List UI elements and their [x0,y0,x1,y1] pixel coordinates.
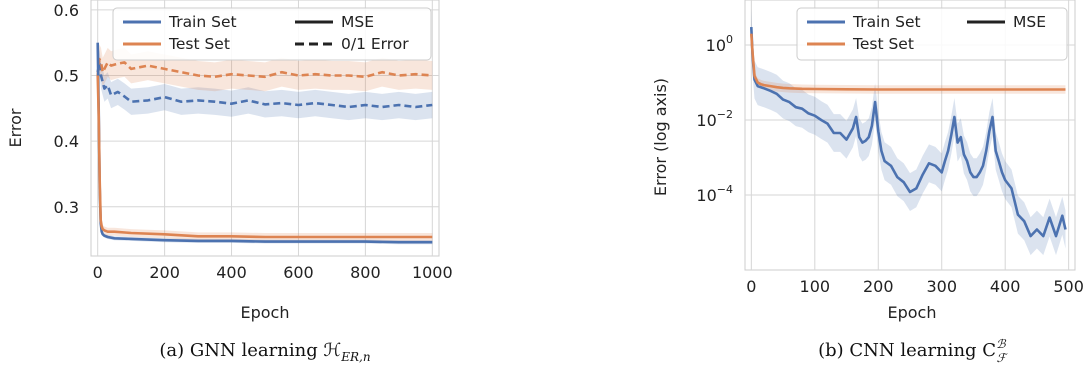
cnn-y-ticks: 100 10−2 10−4 [696,33,733,205]
y-tick-label: 10−4 [696,183,733,205]
legend-label-train-set: Train Set [168,13,237,31]
subplot-cnn: 0 100 200 300 400 500 100 10−2 10−4 Epoch Error… [651,0,1084,365]
line-test-set-0-1-error [96,57,433,79]
line-test-set-mse [96,75,433,239]
cnn-legend: Train Set MSE Test Set [796,7,1068,61]
gnn-x-axis-label: Epoch [241,303,290,322]
legend-label-mse: MSE [341,13,374,31]
x-tick-label: 0 [93,263,103,282]
cnn-x-axis-label: Epoch [888,303,937,322]
x-tick-label: 500 [1053,277,1084,296]
y-tick-label: 100 [706,33,733,55]
gnn-y-axis-label: Error [6,108,25,147]
legend-label-train-set: Train Set [852,13,921,31]
gnn-legend: Train Set MSE Test Set 0/1 Error [112,7,432,61]
y-tick-label: 10−2 [696,108,733,130]
band-test-set-0-1-error [97,44,433,92]
x-tick-label: 400 [216,263,247,282]
x-tick-label: 100 [800,277,831,296]
y-tick-label: 0.4 [54,132,79,151]
x-tick-label: 300 [926,277,957,296]
x-tick-label: 200 [863,277,894,296]
gnn-x-ticks: 0 200 400 600 800 1000 [93,263,453,282]
line-test-set-mse [750,33,1066,91]
gnn-caption: (a) GNN learning ℋER,n [159,340,370,364]
cnn-x-ticks: 0 100 200 300 400 500 [746,277,1084,296]
y-tick-label: 0.5 [54,66,79,85]
legend-label-0-1-error: 0/1 Error [341,35,409,53]
cnn-caption: (b) CNN learning Cℬ ℱ [818,337,1008,365]
legend-label-test-set: Test Set [852,35,914,53]
line-train-set-0-1-error [96,61,433,109]
gnn-lines [96,42,433,244]
band-train-set-mse [751,8,1066,256]
y-tick-label: 0.3 [54,198,79,217]
x-tick-label: 400 [990,277,1021,296]
gnn-y-ticks: 0.3 0.4 0.5 0.6 [54,1,79,217]
x-tick-label: 800 [350,263,381,282]
legend-box [112,7,432,61]
y-tick-label: 0.6 [54,1,79,20]
cnn-lines [750,27,1067,238]
cnn-y-axis-label: Error (log axis) [651,78,670,196]
legend-label-mse: MSE [1013,13,1046,31]
line-train-set-mse [750,27,1067,238]
x-tick-label: 0 [746,277,756,296]
subplot-gnn: 0 200 400 600 800 1000 0.3 0.4 0.5 0.6 Epoch Err… [6,0,453,364]
x-tick-label: 1000 [412,263,453,282]
legend-label-test-set: Test Set [168,35,230,53]
x-tick-label: 600 [283,263,314,282]
x-tick-label: 200 [149,263,180,282]
